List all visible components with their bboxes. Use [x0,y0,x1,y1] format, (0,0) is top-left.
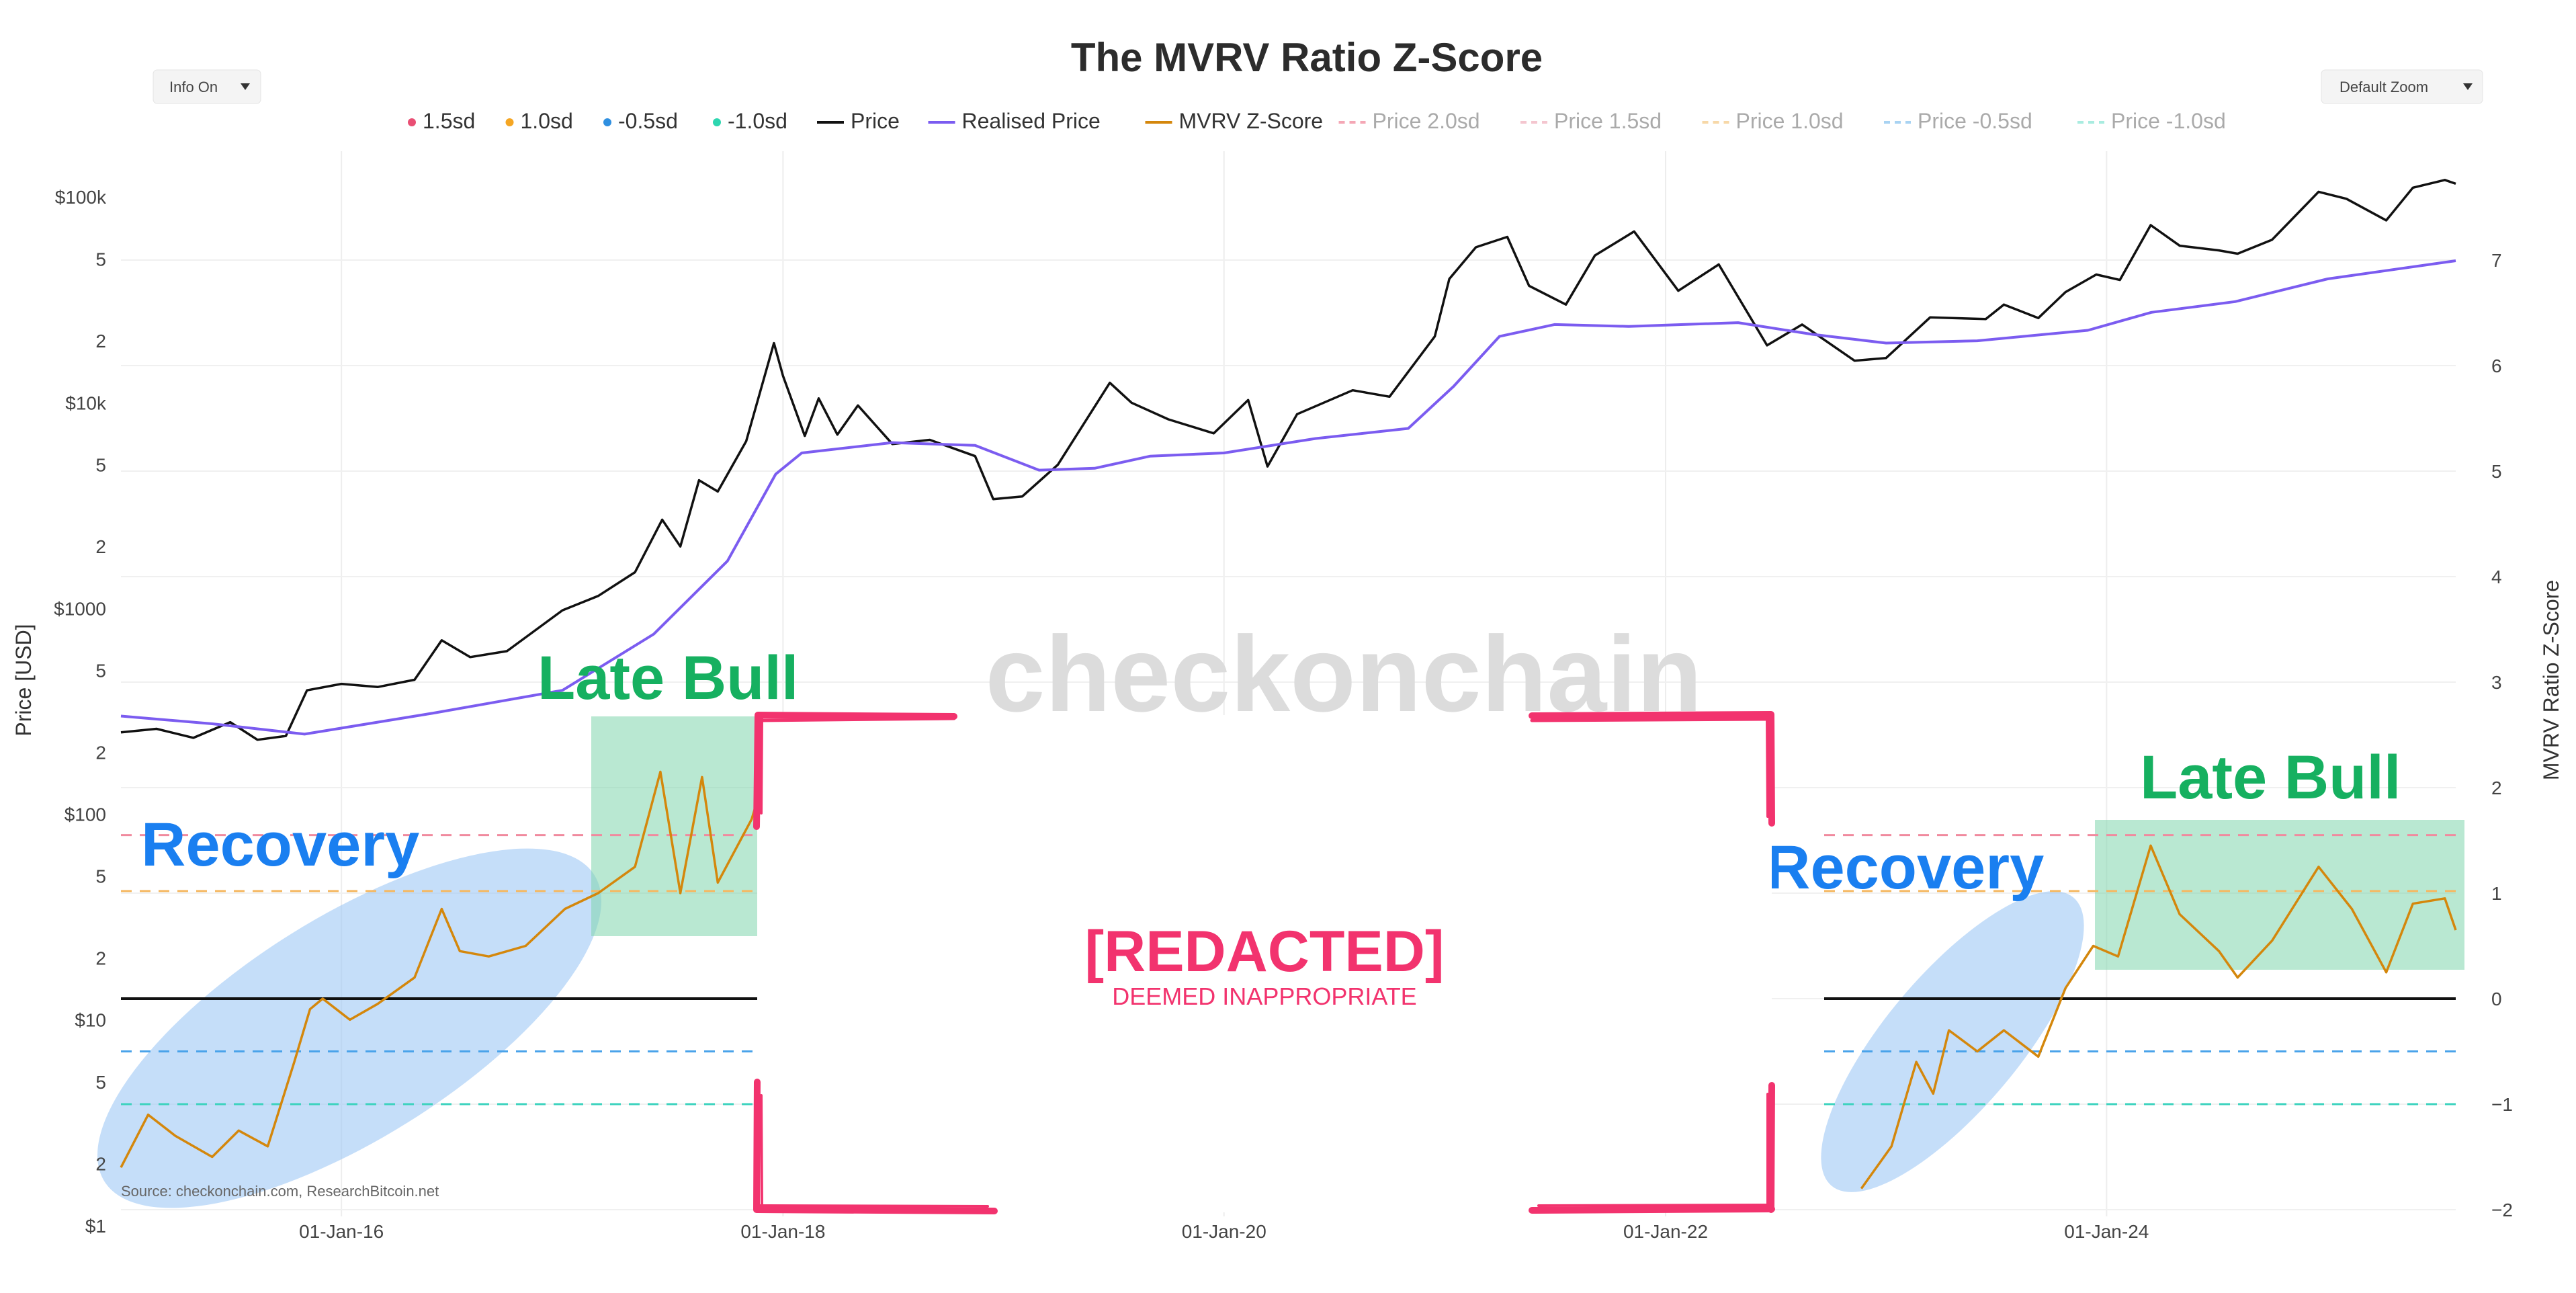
legend-item: Price 2.0sd [1338,109,1480,133]
y-right-tick-label: 0 [2491,989,2502,1009]
legend-item: Price -1.0sd [2077,109,2226,133]
legend-label: Price 2.0sd [1373,109,1480,133]
y-right-tick-label: 4 [2491,567,2502,587]
y-left-tick-label: 5 [95,1072,106,1093]
recovery-label-right: Recovery [1766,833,2044,902]
series-line-mvrv-z-score-left- [120,744,787,1169]
y-right-tick-label: −2 [2491,1200,2513,1220]
legend-marker [505,118,514,126]
y-left-tick-label: 2 [95,1154,106,1175]
y-left-tick-label: $1 [85,1216,106,1237]
y-right-axis-label: MVRV Ratio Z-Score [2539,580,2563,780]
y-right-tick-label: −1 [2491,1094,2513,1115]
legend-label: 1.0sd [521,109,573,133]
info-toggle-button[interactable]: Info On [153,69,261,104]
late-bull-label-right: Late Bull [2140,743,2401,812]
zoom-select-button[interactable]: Default Zoom [2321,69,2483,104]
legend: 1.5sd 1.0sd -0.5sd -1.0sd Price Realised Pric… [408,109,2226,133]
legend-label: Price 1.0sd [1736,109,1844,133]
zoom-select-label: Default Zoom [2339,79,2428,95]
y-left-tick-label: $100 [65,804,106,825]
redacted-box: [REDACTED] DEEMED INAPPROPRIATE [753,711,1775,1214]
legend-label: MVRV Z-Score [1179,109,1324,133]
caret-down-icon [241,83,250,90]
y-left-tick-label: 5 [95,249,106,269]
series-line-realised-price [120,259,2456,736]
y-left-tick-label: 2 [95,536,106,557]
late-bull-region-right [2095,820,2464,970]
y-left-tick-label: 5 [95,454,106,475]
legend-marker [713,118,721,126]
legend-marker [603,118,611,126]
y-right-tick-label: 2 [2491,778,2502,798]
legend-item: 1.0sd [505,109,573,133]
series-layer [120,179,2457,1190]
legend-marker [408,118,416,126]
x-tick-label: 01-Jan-16 [299,1221,384,1242]
recovery-region-right [1821,891,2084,1192]
legend-item: Price -0.5sd [1884,109,2032,133]
legend-label: Price -0.5sd [1918,109,2032,133]
x-tick-label: 01-Jan-18 [740,1221,825,1242]
info-toggle-label: Info On [169,79,218,95]
x-tick-label: 01-Jan-22 [1623,1221,1708,1242]
zscore-threshold-lines [121,834,2456,1106]
recovery-region-left [97,848,601,1208]
legend-item: Realised Price [928,109,1101,133]
y-left-axis-label: Price [USD] [11,624,36,736]
legend-item: Price 1.0sd [1702,109,1844,133]
series-line-mvrv-z-score-right- [1860,844,2457,1190]
legend-label: Price 1.5sd [1554,109,1662,133]
y-left-tick-label: $10 [75,1010,106,1031]
legend-item: Price [817,109,900,133]
y-left-tick-label: 5 [95,866,106,887]
y-right-tick-label: 5 [2491,461,2502,482]
legend-label: Price [851,109,900,133]
series-line-price [120,179,2456,741]
legend-label: Realised Price [962,109,1101,133]
x-tick-label: 01-Jan-24 [2064,1221,2149,1242]
caret-down-icon [2463,83,2473,90]
source-note: Source: checkonchain.com, ResearchBitcoi… [121,1183,439,1200]
legend-label: -0.5sd [618,109,678,133]
y-left-tick-label: 5 [95,661,106,681]
late-bull-region-left [591,716,763,936]
legend-item: MVRV Z-Score [1145,109,1324,133]
axes: $100k 5 2 $10k 5 2 $1000 5 2 $100 5 2 $10 5 2 $1 7 6 5 4 3 2 1… [54,187,2513,1242]
y-left-tick-label: 2 [95,331,106,351]
legend-item: -0.5sd [603,109,678,133]
y-left-tick-label: 2 [95,948,106,968]
y-right-tick-label: 7 [2491,250,2502,271]
y-right-tick-label: 6 [2491,356,2502,376]
y-right-tick-label: 1 [2491,883,2502,904]
redacted-title: [REDACTED] [1084,919,1444,984]
y-left-tick-label: 2 [95,742,106,763]
legend-item: -1.0sd [713,109,787,133]
y-left-tick-label: $10k [65,392,107,413]
recovery-label-left: Recovery [141,810,419,879]
y-left-tick-label: $100k [55,187,107,208]
legend-label: -1.0sd [728,109,787,133]
y-right-tick-label: 3 [2491,672,2502,693]
legend-label: 1.5sd [423,109,475,133]
y-left-tick-label: $1000 [54,598,106,619]
legend-label: Price -1.0sd [2111,109,2226,133]
legend-item: Price 1.5sd [1520,109,1662,133]
chart-title: The MVRV Ratio Z-Score [1071,35,1543,80]
redacted-subtitle: DEEMED INAPPROPRIATE [1112,983,1416,1010]
late-bull-label-left: Late Bull [538,644,798,712]
legend-item: 1.5sd [408,109,475,133]
x-tick-label: 01-Jan-20 [1182,1221,1266,1242]
